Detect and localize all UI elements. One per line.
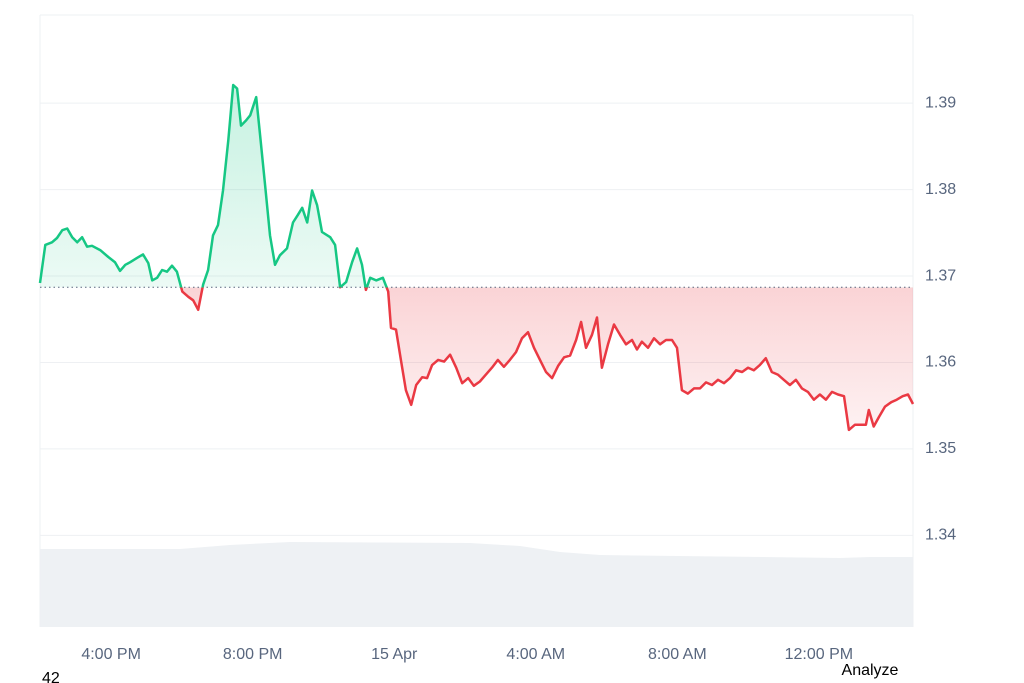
y-tick-label: 1.36 <box>925 354 956 371</box>
x-tick-label: 15 Apr <box>371 646 418 663</box>
x-tick-label: 4:00 PM <box>81 646 141 663</box>
y-tick-label: 1.37 <box>925 267 956 284</box>
y-tick-label: 1.34 <box>925 527 956 544</box>
y-tick-label: 1.35 <box>925 440 956 457</box>
x-tick-label: 4:00 AM <box>506 646 565 663</box>
area-fill <box>40 85 913 430</box>
y-tick-label: 1.38 <box>925 181 956 198</box>
x-tick-label: 8:00 AM <box>648 646 707 663</box>
y-tick-label: 1.39 <box>925 94 956 111</box>
analyze-link[interactable]: Analyze <box>842 662 899 679</box>
volume-area <box>40 542 913 627</box>
footer-left: 42 <box>42 670 60 683</box>
x-tick-label: 8:00 PM <box>223 646 283 663</box>
x-tick-label: 12:00 PM <box>785 646 853 663</box>
price-line <box>38 83 915 432</box>
